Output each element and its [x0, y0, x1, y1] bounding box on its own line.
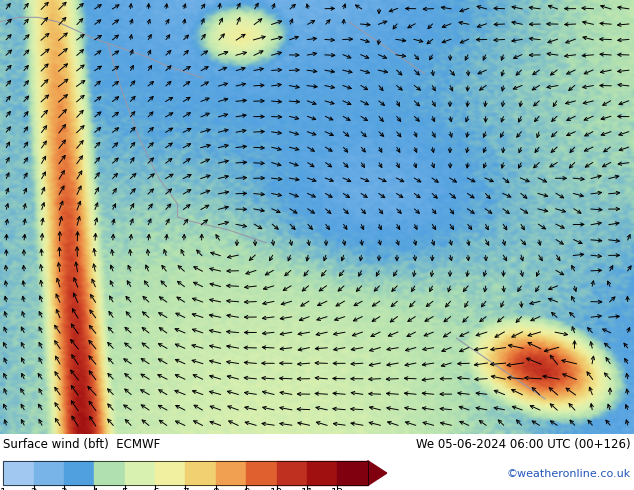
Bar — [155, 461, 185, 486]
Text: 3: 3 — [61, 489, 67, 490]
Bar — [337, 461, 368, 486]
Text: 11: 11 — [301, 489, 314, 490]
Bar — [246, 461, 276, 486]
Bar — [307, 461, 337, 486]
Bar — [216, 461, 246, 486]
Bar — [94, 461, 125, 486]
Bar — [34, 461, 64, 486]
Text: 6: 6 — [152, 489, 158, 490]
Text: 5: 5 — [121, 489, 128, 490]
Text: 8: 8 — [212, 489, 219, 490]
Text: 10: 10 — [270, 489, 283, 490]
Text: 4: 4 — [91, 489, 98, 490]
Text: ©weatheronline.co.uk: ©weatheronline.co.uk — [507, 469, 631, 479]
Text: 7: 7 — [182, 489, 189, 490]
Text: We 05-06-2024 06:00 UTC (00+126): We 05-06-2024 06:00 UTC (00+126) — [416, 438, 631, 451]
Text: 2: 2 — [30, 489, 37, 490]
Text: 9: 9 — [243, 489, 250, 490]
Bar — [64, 461, 94, 486]
Bar — [185, 461, 216, 486]
Bar — [125, 461, 155, 486]
Text: 1: 1 — [0, 489, 6, 490]
Bar — [3, 461, 34, 486]
Text: Surface wind (bft)  ECMWF: Surface wind (bft) ECMWF — [3, 438, 160, 451]
Polygon shape — [368, 461, 387, 486]
Bar — [276, 461, 307, 486]
Text: 12: 12 — [331, 489, 344, 490]
